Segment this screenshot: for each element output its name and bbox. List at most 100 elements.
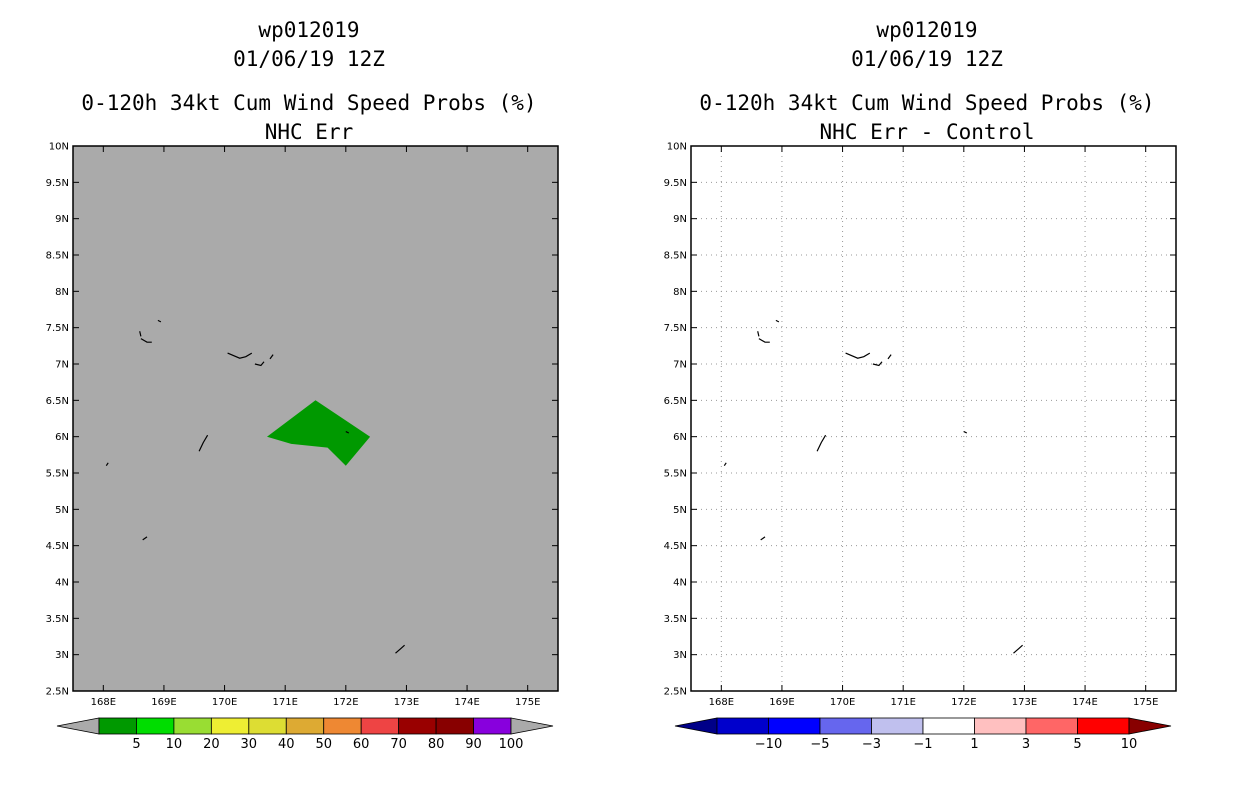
colorbar-label: −5 [810, 737, 829, 752]
lon-tick-label: 171E [272, 697, 297, 708]
colorbar-label: 80 [428, 737, 445, 752]
colorbar-low-arrow [56, 717, 100, 735]
colorbar-label: −10 [755, 737, 782, 752]
lat-tick-label: 8.5N [46, 251, 69, 262]
colorbar-box [173, 717, 212, 735]
colorbar-label: 90 [465, 737, 482, 752]
date-title: 01/06/19 12Z [851, 47, 1003, 71]
right-panel: wp012019 01/06/19 12Z 0-120h 34kt Cum Wi… [618, 0, 1236, 800]
colorbar-box [98, 717, 137, 735]
lat-tick-label: 6N [55, 432, 69, 443]
lat-tick-label: 4N [55, 578, 69, 589]
lat-tick-label: 7N [55, 360, 69, 371]
island-coastline [105, 462, 109, 467]
storm-id-title: wp012019 [258, 18, 360, 42]
island-coastline [872, 361, 883, 367]
lat-tick-label: 3.5N [46, 614, 69, 625]
lat-tick-label: 9N [55, 214, 69, 225]
lat-tick-label: 9N [673, 214, 687, 225]
colorbar-label: 50 [315, 737, 332, 752]
lat-tick-label: 4.5N [46, 541, 69, 552]
island-coastline [198, 434, 209, 452]
probability-area [267, 400, 371, 466]
map-frame [72, 145, 559, 692]
lat-tick-label: 6.5N [664, 396, 687, 407]
colorbar-label: 30 [241, 737, 258, 752]
island-coastline [758, 338, 770, 343]
lat-tick-label: 2.5N [46, 687, 69, 698]
subtitle: NHC Err - Control [819, 120, 1035, 144]
colorbar-box [922, 717, 975, 735]
colorbar-label: 60 [353, 737, 370, 752]
colorbar-label: 3 [1022, 737, 1030, 752]
storm-id-title: wp012019 [876, 18, 978, 42]
date-title: 01/06/19 12Z [233, 47, 385, 71]
island-coastline [757, 331, 760, 337]
colorbar-box [819, 717, 872, 735]
colorbar-label: 100 [499, 737, 524, 752]
colorbar-label: 5 [1073, 737, 1081, 752]
island-coastline [760, 536, 766, 541]
colorbar-label: 5 [132, 737, 140, 752]
lon-tick-label: 169E [151, 697, 176, 708]
lat-tick-label: 8N [55, 287, 69, 298]
colorbar-box [136, 717, 175, 735]
island-coastline [1013, 644, 1023, 654]
colorbar-box [210, 717, 250, 735]
lat-tick-label: 4.5N [664, 541, 687, 552]
lon-tick-label: 168E [91, 697, 116, 708]
lat-tick-label: 3.5N [664, 614, 687, 625]
left-panel: wp012019 01/06/19 12Z 0-120h 34kt Cum Wi… [46, 18, 559, 752]
lat-tick-label: 8N [673, 287, 687, 298]
lat-tick-label: 4N [673, 578, 687, 589]
island-coastline [775, 319, 780, 323]
lat-tick-label: 9.5N [46, 178, 69, 189]
island-coastline [142, 536, 148, 541]
lon-tick-label: 170E [830, 697, 855, 708]
lat-tick-label: 9.5N [664, 178, 687, 189]
probability-map: 168E 169E 170E 171E 172E 173E 174E 175E 2.5N 3N 3.… [46, 142, 559, 752]
lat-tick-label: 3N [673, 650, 687, 661]
lon-tick-label: 171E [890, 697, 915, 708]
lon-tick-label: 169E [769, 697, 794, 708]
lat-tick-label: 10N [667, 142, 687, 153]
lat-tick-label: 8.5N [664, 251, 687, 262]
colorbar-box [716, 717, 769, 735]
colorbar-box [871, 717, 924, 735]
lat-tick-label: 6N [673, 432, 687, 443]
colorbar-box [360, 717, 400, 735]
island-coastline [345, 431, 350, 434]
colorbar-box [285, 717, 325, 735]
island-coastline [139, 331, 142, 337]
island-coastline [227, 352, 253, 359]
colorbar-box [768, 717, 821, 735]
product-title: 0-120h 34kt Cum Wind Speed Probs (%) [699, 91, 1155, 115]
island-coastline [254, 361, 265, 367]
colorbar-low-arrow [674, 717, 718, 735]
colorbar-box [248, 717, 287, 735]
colorbar-label: 20 [203, 737, 220, 752]
colorbar-box [435, 717, 474, 735]
lat-tick-label: 7.5N [46, 323, 69, 334]
lon-tick-label: 168E [709, 697, 734, 708]
lat-tick-label: 10N [49, 142, 69, 153]
island-coastline [140, 338, 152, 343]
lon-tick-label: 175E [515, 697, 540, 708]
island-coastline [157, 319, 162, 323]
colorbar-box [1077, 717, 1130, 735]
lat-tick-label: 5.5N [46, 469, 69, 480]
lat-tick-label: 7N [673, 360, 687, 371]
island-coastline [845, 352, 871, 359]
colorbar-label: −3 [862, 737, 881, 752]
colorbar-label: 10 [166, 737, 183, 752]
lon-tick-label: 172E [951, 697, 976, 708]
lon-tick-label: 172E [333, 697, 358, 708]
colorbar-box [974, 717, 1027, 735]
lon-tick-label: 173E [394, 697, 419, 708]
island-coastline [816, 434, 827, 452]
difference-map: 168E 169E 170E 171E 172E 173E 174E 175E 2.5N 3N 3.… [664, 142, 1177, 752]
island-coastline [269, 354, 274, 360]
colorbar-high-arrow [1128, 717, 1172, 735]
colorbar-label: 10 [1121, 737, 1138, 752]
island-coastline [723, 462, 727, 467]
